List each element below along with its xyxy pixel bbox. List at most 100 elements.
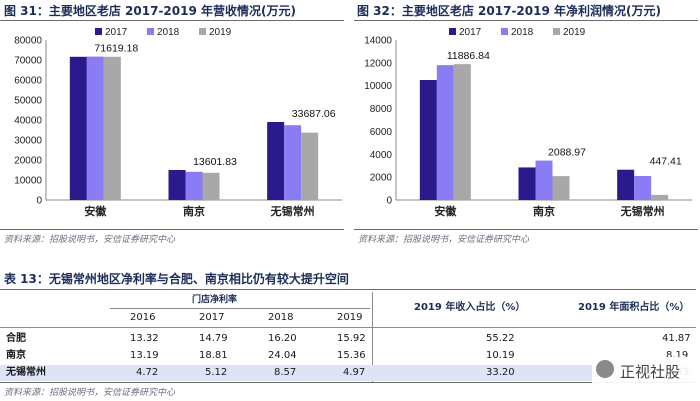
year-header-2017: 2017 (199, 312, 225, 323)
category-label: 无锡常州 (270, 204, 315, 218)
table-cell: 24.04 (268, 350, 297, 361)
highlight-row-bg (0, 365, 692, 381)
y-tick-label: 6000 (370, 127, 393, 138)
category-label: 无锡常州 (620, 204, 665, 218)
row-label-hefei: 合肥 (6, 333, 26, 344)
data-label: 13601.83 (193, 156, 237, 168)
fig32-title: 图 32：主要地区老店 2017-2019 年净利润情况(万元) (357, 4, 661, 18)
fig31-bottom-rule (0, 229, 344, 230)
col-income-header: 2019 年收入占比（%） (414, 302, 526, 313)
data-label: 447.41 (650, 156, 682, 168)
legend-label: 2017 (459, 27, 482, 38)
y-tick-label: 4000 (370, 150, 393, 161)
table-cell: 8.57 (274, 367, 297, 378)
year-header-2016: 2016 (130, 312, 156, 323)
data-label: 11886.84 (447, 50, 490, 62)
row-label-wuxi-changzhou: 无锡常州 (6, 367, 46, 378)
table-cell: 4.72 (136, 367, 159, 378)
fig32-bottom-rule (354, 229, 698, 230)
bar (185, 171, 203, 200)
y-tick-label: 14000 (364, 36, 392, 47)
legend-swatch (501, 28, 508, 35)
watermark: 正视社股 (592, 357, 698, 383)
table-cell: 5.12 (205, 367, 228, 378)
table-cell: 13.19 (130, 350, 159, 361)
table-cell: 14.79 (199, 333, 228, 344)
y-tick-label: 2000 (370, 173, 393, 184)
y-tick-label: 60000 (14, 76, 42, 87)
group-header-rule (110, 308, 370, 309)
row-label-nanjing: 南京 (6, 350, 26, 361)
y-tick-label: 8000 (370, 104, 393, 115)
bar (651, 194, 669, 200)
legend-label: 2019 (563, 27, 586, 38)
table-group-header: 门店净利率 (192, 295, 238, 305)
table-cell-area: 8.19 (666, 350, 689, 361)
table-top-rule (0, 289, 696, 290)
y-tick-label: 0 (36, 196, 42, 207)
category-label: 南京 (183, 204, 205, 218)
bar (103, 56, 121, 200)
fig31-source: 资料来源：招股说明书，安信证券研究中心 (4, 235, 176, 245)
fig32-source: 资料来源：招股说明书，安信证券研究中心 (358, 235, 530, 245)
table-cell-area: 41.87 (662, 333, 691, 344)
category-label: 南京 (533, 204, 555, 218)
bar (168, 170, 186, 200)
y-tick-label: 10000 (364, 81, 392, 92)
bar (518, 167, 536, 200)
table-cell-income: 33.20 (486, 367, 515, 378)
category-label: 安徽 (84, 204, 107, 218)
table-cell: 16.20 (268, 333, 297, 344)
table-divider (372, 292, 373, 382)
table-cell: 13.32 (130, 333, 159, 344)
bar (436, 65, 454, 200)
table-bottom-rule (0, 382, 696, 383)
fig32-title-rule (354, 20, 698, 21)
y-tick-label: 40000 (14, 116, 42, 127)
wechat-icon (596, 360, 614, 378)
y-tick-label: 10000 (14, 176, 42, 187)
table-cell-income: 10.19 (486, 350, 515, 361)
legend-swatch (147, 28, 154, 35)
table-cell: 15.36 (337, 350, 366, 361)
legend-swatch (95, 28, 102, 35)
bar (535, 160, 553, 200)
bar (552, 176, 570, 200)
y-tick-label: 0 (386, 196, 392, 207)
year-header-2018: 2018 (268, 312, 294, 323)
watermark-text: 正视社股 (620, 363, 681, 381)
legend-swatch (199, 28, 206, 35)
legend-label: 2018 (511, 27, 534, 38)
category-label: 安徽 (434, 204, 457, 218)
y-tick-label: 12000 (364, 58, 392, 69)
y-tick-label: 50000 (14, 96, 42, 107)
bar (267, 122, 285, 200)
year-header-2019: 2019 (337, 312, 363, 323)
table-cell: 15.92 (337, 333, 366, 344)
legend-label: 2018 (157, 27, 180, 38)
fig31-chart: 0 10000 20000 30000 40000 50000 60000 70000 8000… (14, 27, 342, 218)
table-cell-income: 55.22 (486, 333, 515, 344)
table-source: 资料来源：招股说明书，安信证券研究中心 (4, 388, 176, 398)
bar (617, 169, 635, 200)
col-area-header: 2019 年面积占比（%） (578, 302, 690, 313)
header-bottom-rule (0, 327, 696, 328)
bar (202, 172, 220, 200)
legend-swatch (449, 28, 456, 35)
y-tick-label: 30000 (14, 136, 42, 147)
table-title: 表 13：无锡常州地区净利率与合肥、南京相比仍有较大提升空间 (4, 272, 349, 286)
bar (453, 64, 471, 201)
fig31-title: 图 31：主要地区老店 2017-2019 年营收情况(万元) (4, 4, 296, 18)
table-cell: 4.97 (343, 367, 366, 378)
y-tick-label: 70000 (14, 56, 42, 67)
fig32-chart: 0 2000 4000 6000 8000 10000 12000 14000 2017 2018… (364, 27, 692, 218)
bar (634, 176, 652, 200)
y-tick-label: 20000 (14, 156, 42, 167)
data-label: 71619.18 (94, 43, 138, 55)
data-label: 2088.97 (548, 147, 586, 159)
legend-swatch (553, 28, 560, 35)
table-cell: 18.81 (199, 350, 228, 361)
legend-label: 2017 (105, 27, 128, 38)
bar (419, 80, 437, 200)
fig31-title-rule (0, 20, 344, 21)
